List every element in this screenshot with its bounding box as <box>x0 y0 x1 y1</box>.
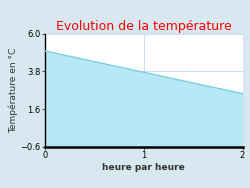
X-axis label: heure par heure: heure par heure <box>102 163 185 172</box>
Title: Evolution de la température: Evolution de la température <box>56 20 232 33</box>
Y-axis label: Température en °C: Température en °C <box>8 48 18 133</box>
